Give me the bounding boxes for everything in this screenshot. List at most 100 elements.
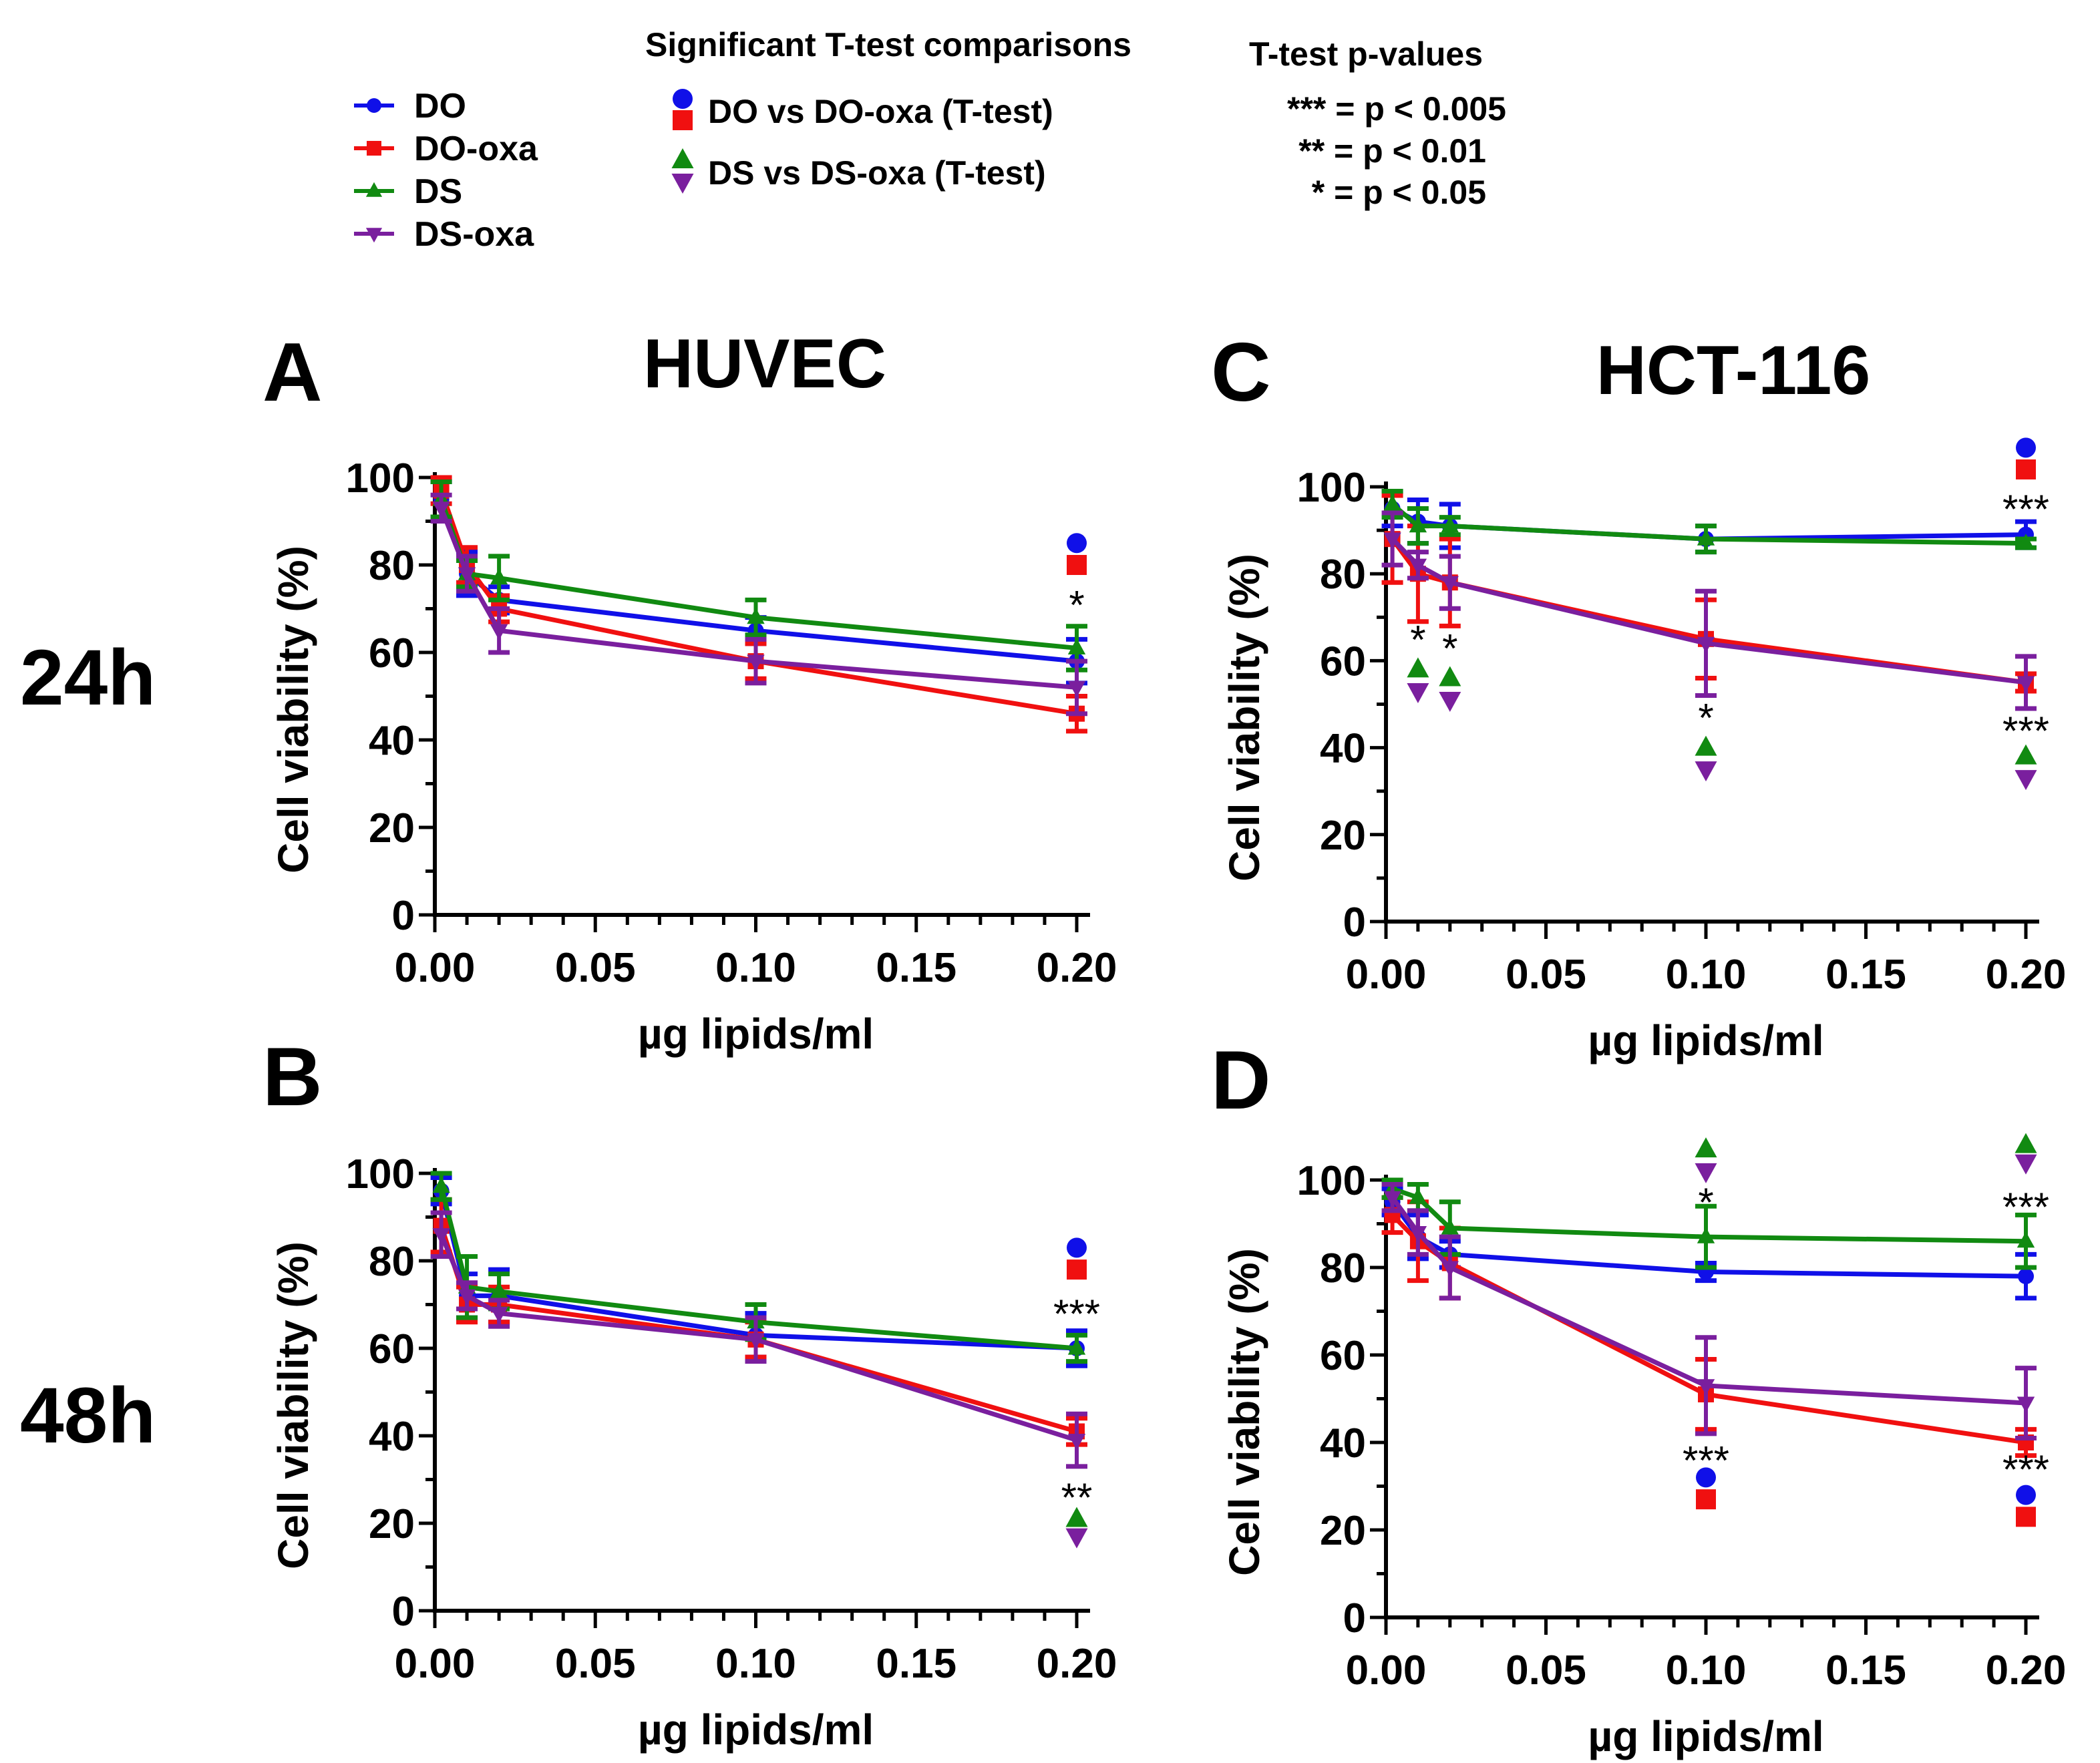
row-label-48h: 48h xyxy=(20,1372,156,1460)
row-label-24h: 24h xyxy=(20,634,156,722)
data-point xyxy=(1441,1261,1459,1278)
significance-stars: *** xyxy=(2002,1185,2049,1229)
pvalue-2star: ** = p < 0.01 xyxy=(1298,132,1486,170)
significance-circle-icon xyxy=(1067,533,1087,554)
y-tick-label: 40 xyxy=(1320,726,1366,772)
data-point xyxy=(1409,1226,1427,1242)
significance-stars: * xyxy=(1442,626,1457,670)
data-point xyxy=(1067,680,1086,697)
data-point xyxy=(490,1307,508,1323)
significance-square-icon xyxy=(1067,1259,1087,1280)
comparison-label: DS vs DS-oxa (T-test) xyxy=(708,154,1046,192)
series-line xyxy=(1391,537,2027,685)
significance-up-icon xyxy=(1695,735,1717,756)
significance-square-icon xyxy=(1696,1489,1716,1510)
panel-letter: B xyxy=(262,1031,323,1123)
y-tick-label: 0 xyxy=(392,1589,415,1635)
legend-label: DS xyxy=(414,172,462,211)
y-tick-label: 80 xyxy=(369,1239,415,1285)
data-point xyxy=(747,608,765,624)
x-tick-label: 0.20 xyxy=(1986,1647,2067,1694)
data-point xyxy=(1409,1187,1427,1204)
data-point xyxy=(2017,1231,2035,1248)
significance-down-icon xyxy=(2015,1154,2037,1175)
y-tick-label: 20 xyxy=(1320,813,1366,859)
x-tick-label: 0.00 xyxy=(395,945,476,991)
y-tick-label: 60 xyxy=(369,630,415,676)
series-ds-oxa xyxy=(430,492,1087,717)
y-tick-label: 0 xyxy=(1343,900,1366,946)
x-tick-label: 0.20 xyxy=(1037,945,1117,991)
y-axis-title: Cell viability (%) xyxy=(269,546,317,873)
panel-a: A 0 20 40 60 80 100 0.00 0.05 0.10 0.15 0.20 µg lipi… xyxy=(262,327,1117,1058)
x-axis-title: µg lipids/ml xyxy=(1588,1016,1823,1064)
x-tick-label: 0.00 xyxy=(1346,952,1427,998)
significance-down-icon xyxy=(2015,770,2037,791)
series-ds-oxa xyxy=(430,1210,1087,1469)
series-ds-oxa xyxy=(1381,1182,2037,1440)
significance-stars: *** xyxy=(2002,1447,2049,1492)
up-icon xyxy=(671,148,694,168)
legend-label: DS-oxa xyxy=(414,215,534,254)
significance-stars: * xyxy=(1698,1180,1713,1225)
y-tick-label: 100 xyxy=(346,1151,415,1197)
y-axis-title: Cell viability (%) xyxy=(1220,554,1268,882)
x-tick-label: 0.05 xyxy=(555,945,636,991)
y-tick-label: 40 xyxy=(369,718,415,764)
data-point xyxy=(1409,558,1427,575)
data-point xyxy=(458,567,476,584)
y-tick-label: 60 xyxy=(1320,1333,1366,1379)
x-tick-label: 0.20 xyxy=(1986,952,2067,998)
down-icon xyxy=(671,174,694,194)
data-point xyxy=(747,654,765,671)
data-point xyxy=(1697,529,1715,546)
panel-letter: D xyxy=(1211,1034,1271,1127)
significance-down-icon xyxy=(1695,1163,1717,1183)
y-tick-label: 60 xyxy=(369,1326,415,1372)
panel-d: D 0 20 40 60 80 100 0.00 0.05 0.10 0.15 0.20 µg lipi… xyxy=(1211,1034,2066,1760)
series-ds-oxa xyxy=(1381,510,2037,711)
y-tick-label: 80 xyxy=(369,543,415,589)
x-tick-label: 0.05 xyxy=(1506,952,1586,998)
data-point xyxy=(1067,638,1086,655)
x-tick-label: 0.15 xyxy=(876,945,956,991)
significance-down-icon xyxy=(1439,691,1461,712)
comparisons-title: Significant T-test comparisons xyxy=(645,26,1131,63)
ds-oxa-marker-icon xyxy=(365,228,383,243)
data-point xyxy=(2018,1268,2034,1285)
square-icon xyxy=(673,110,693,130)
y-axis-title: Cell viability (%) xyxy=(269,1241,317,1569)
x-tick-label: 0.05 xyxy=(1506,1647,1586,1694)
data-point xyxy=(490,624,508,640)
significance-circle-icon xyxy=(2016,1485,2036,1505)
data-point xyxy=(1697,636,1715,653)
data-point xyxy=(1383,1191,1401,1207)
y-tick-label: 20 xyxy=(1320,1508,1366,1554)
legend-label: DO xyxy=(414,87,466,126)
do-marker-icon xyxy=(367,98,381,113)
significance-up-icon xyxy=(1439,666,1461,687)
panel-letter: A xyxy=(262,327,323,419)
y-axis-title: Cell viability (%) xyxy=(1220,1248,1268,1576)
data-point xyxy=(490,568,508,585)
significance-square-icon xyxy=(2016,1507,2036,1527)
data-point xyxy=(2017,676,2035,693)
significance-stars: * xyxy=(1410,617,1425,662)
data-point xyxy=(432,1228,450,1245)
significance-down-icon xyxy=(1065,1528,1088,1549)
data-point xyxy=(1409,516,1427,533)
data-point xyxy=(1383,494,1401,511)
legend-item-do: DO xyxy=(354,87,466,126)
series-legend: DO DO-oxa DS DS-oxa xyxy=(354,87,538,254)
pvalue-3star: *** = p < 0.005 xyxy=(1287,90,1506,128)
series-line xyxy=(1391,1213,2027,1445)
x-axis-title: µg lipids/ml xyxy=(638,1010,874,1058)
x-tick-label: 0.10 xyxy=(1666,1647,1747,1694)
series-line xyxy=(1390,538,2027,685)
y-tick-label: 20 xyxy=(369,1501,415,1547)
data-point xyxy=(1697,1379,1715,1396)
y-tick-label: 100 xyxy=(1297,1158,1366,1204)
significance-circle-icon xyxy=(1696,1467,1716,1488)
circle-icon xyxy=(673,89,693,109)
